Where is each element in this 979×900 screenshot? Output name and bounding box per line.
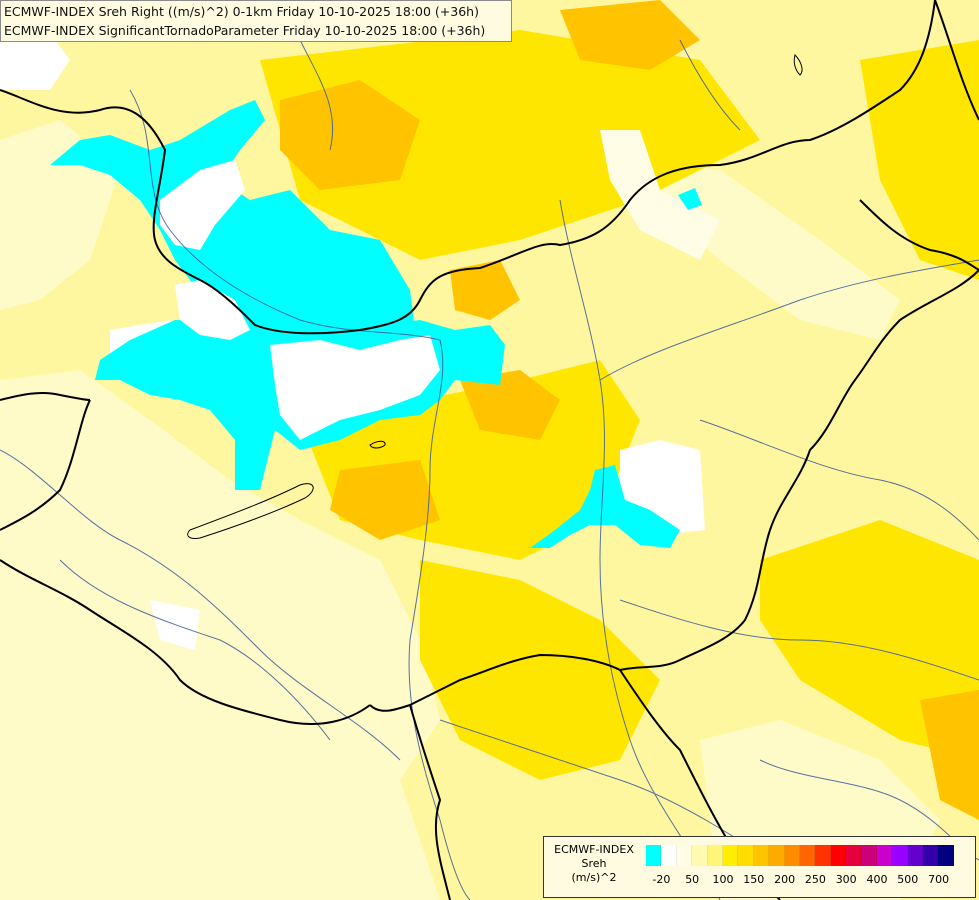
white-zone-east <box>600 130 720 260</box>
legend-title-line3: (m/s)^2 <box>571 871 617 884</box>
legend-swatch <box>769 845 785 866</box>
high-sreh-patch-southeast <box>920 690 979 820</box>
white-pocket-lakeside <box>270 335 440 440</box>
negative-sreh-zone-northwest <box>50 100 415 490</box>
high-sreh-patch-central <box>450 260 520 320</box>
high-sreh-patch-north <box>280 80 420 190</box>
legend-tick-label: 200 <box>774 873 796 886</box>
color-legend: ECMWF-INDEX Sreh (m/s)^2 -20 50 100 150 200 2… <box>543 836 976 898</box>
legend-swatch <box>876 845 893 866</box>
legend-swatch <box>692 845 708 866</box>
high-sreh-patch-central-2 <box>460 370 560 440</box>
legend-swatch <box>646 845 662 866</box>
legend-title-line2: Sreh <box>581 857 607 870</box>
low-sreh-zone-southwest <box>0 370 440 900</box>
legend-swatch <box>907 845 924 866</box>
legend-tick-label: 250 <box>804 873 826 886</box>
legend-tick-label: 500 <box>897 873 919 886</box>
legend-title: ECMWF-INDEX Sreh (m/s)^2 <box>544 843 644 885</box>
legend-swatch <box>815 845 831 866</box>
legend-tick-label: 300 <box>835 873 857 886</box>
negative-sreh-spot-east <box>678 188 702 210</box>
legend-ticks: -20 50 100 150 200 250 300 400 500 700 <box>646 873 972 889</box>
legend-tick-label: 150 <box>743 873 765 886</box>
legend-tick-label: 50 <box>685 873 700 886</box>
negative-sreh-zone-south <box>530 465 680 548</box>
legend-swatch <box>784 845 800 866</box>
legend-swatch <box>830 845 847 866</box>
legend-tick-label: 700 <box>928 873 950 886</box>
legend-swatch <box>707 845 723 866</box>
lake-outline <box>187 483 314 539</box>
white-pocket-north <box>160 160 245 250</box>
lake-outline-small <box>369 440 386 449</box>
legend-tick-label: -20 <box>652 873 671 886</box>
legend-swatch <box>661 845 677 866</box>
legend-swatches <box>646 845 954 866</box>
low-sreh-zone-east <box>640 160 900 340</box>
legend-swatch <box>738 845 754 866</box>
white-zone-southwest <box>150 600 200 650</box>
white-pocket-central <box>175 280 250 340</box>
legend-tick-label: 100 <box>712 873 734 886</box>
legend-swatch <box>722 845 739 866</box>
high-sreh-patch-south <box>330 460 440 540</box>
title-line-sreh: ECMWF-INDEX Sreh Right ((m/s)^2) 0-1km F… <box>4 4 479 19</box>
legend-title-line1: ECMWF-INDEX <box>554 843 634 856</box>
high-sreh-patch-northeast <box>560 0 700 70</box>
mid-sreh-zone-north <box>260 30 760 260</box>
lake-outline-north <box>793 54 803 76</box>
legend-swatch <box>938 845 954 866</box>
mid-sreh-zone-east <box>860 40 979 280</box>
title-line-stp: ECMWF-INDEX SignificantTornadoParameter … <box>4 23 486 38</box>
mid-sreh-zone-south <box>420 560 660 780</box>
legend-swatch <box>846 845 862 866</box>
legend-tick-label: 400 <box>866 873 888 886</box>
legend-swatch <box>799 845 816 866</box>
legend-swatch <box>753 845 770 866</box>
legend-swatch <box>861 845 877 866</box>
legend-swatch <box>892 845 908 866</box>
map-title-box: ECMWF-INDEX Sreh Right ((m/s)^2) 0-1km F… <box>0 0 512 42</box>
legend-swatch <box>923 845 939 866</box>
legend-swatch <box>676 845 693 866</box>
